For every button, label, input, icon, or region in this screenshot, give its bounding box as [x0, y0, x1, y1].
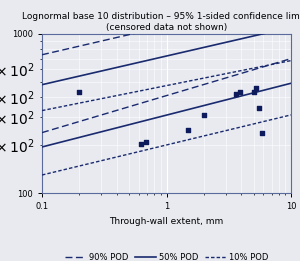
Title: Lognormal base 10 distribution – 95% 1-sided confidence limits
(censored data no: Lognormal base 10 distribution – 95% 1-s…: [22, 12, 300, 32]
Point: [253, 86, 258, 91]
Point: [238, 90, 242, 94]
X-axis label: Through-wall extent, mm: Through-wall extent, mm: [110, 217, 224, 226]
Point: [202, 113, 206, 117]
Legend: 90% POD, 50% POD, 10% POD: 90% POD, 50% POD, 10% POD: [61, 250, 272, 261]
Point: [256, 105, 261, 110]
Point: [186, 128, 191, 132]
Point: [251, 90, 256, 94]
Point: [143, 140, 148, 144]
Point: [233, 92, 238, 96]
Point: [259, 130, 264, 135]
Point: [77, 90, 82, 94]
Point: [138, 141, 143, 146]
